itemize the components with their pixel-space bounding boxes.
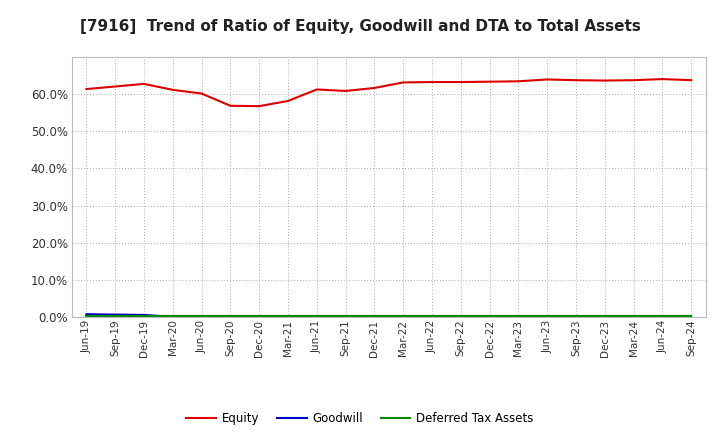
Goodwill xyxy=(140,312,148,318)
Equity xyxy=(82,86,91,92)
Deferred Tax Assets xyxy=(226,314,235,319)
Equity xyxy=(428,79,436,84)
Deferred Tax Assets xyxy=(399,314,408,319)
Equity xyxy=(485,79,494,84)
Deferred Tax Assets xyxy=(140,314,148,319)
Equity xyxy=(111,84,120,89)
Deferred Tax Assets xyxy=(572,314,580,319)
Goodwill xyxy=(456,314,465,319)
Line: Equity: Equity xyxy=(86,79,691,106)
Deferred Tax Assets xyxy=(255,314,264,319)
Goodwill xyxy=(341,314,350,319)
Equity xyxy=(456,79,465,84)
Goodwill xyxy=(255,314,264,319)
Goodwill xyxy=(82,312,91,317)
Deferred Tax Assets xyxy=(658,314,667,319)
Equity xyxy=(514,79,523,84)
Goodwill xyxy=(284,314,292,319)
Deferred Tax Assets xyxy=(600,314,609,319)
Equity xyxy=(399,80,408,85)
Deferred Tax Assets xyxy=(111,314,120,319)
Deferred Tax Assets xyxy=(514,314,523,319)
Goodwill xyxy=(197,314,206,319)
Deferred Tax Assets xyxy=(687,314,696,319)
Deferred Tax Assets xyxy=(197,314,206,319)
Deferred Tax Assets xyxy=(284,314,292,319)
Equity xyxy=(168,87,177,92)
Equity xyxy=(341,88,350,94)
Equity xyxy=(255,103,264,109)
Deferred Tax Assets xyxy=(629,314,638,319)
Equity xyxy=(284,98,292,103)
Goodwill xyxy=(543,314,552,319)
Equity xyxy=(140,81,148,87)
Equity xyxy=(572,77,580,83)
Deferred Tax Assets xyxy=(456,314,465,319)
Deferred Tax Assets xyxy=(543,314,552,319)
Deferred Tax Assets xyxy=(428,314,436,319)
Equity xyxy=(370,85,379,91)
Goodwill xyxy=(312,314,321,319)
Goodwill xyxy=(514,314,523,319)
Equity xyxy=(658,77,667,82)
Equity xyxy=(543,77,552,82)
Goodwill xyxy=(111,312,120,317)
Goodwill xyxy=(572,314,580,319)
Goodwill xyxy=(629,314,638,319)
Deferred Tax Assets xyxy=(82,314,91,319)
Text: [7916]  Trend of Ratio of Equity, Goodwill and DTA to Total Assets: [7916] Trend of Ratio of Equity, Goodwil… xyxy=(80,19,640,34)
Goodwill xyxy=(168,314,177,319)
Goodwill xyxy=(399,314,408,319)
Goodwill xyxy=(687,314,696,319)
Deferred Tax Assets xyxy=(370,314,379,319)
Equity xyxy=(226,103,235,108)
Goodwill xyxy=(428,314,436,319)
Goodwill xyxy=(226,314,235,319)
Legend: Equity, Goodwill, Deferred Tax Assets: Equity, Goodwill, Deferred Tax Assets xyxy=(181,407,539,430)
Deferred Tax Assets xyxy=(312,314,321,319)
Equity xyxy=(312,87,321,92)
Goodwill xyxy=(600,314,609,319)
Deferred Tax Assets xyxy=(341,314,350,319)
Deferred Tax Assets xyxy=(485,314,494,319)
Equity xyxy=(687,77,696,83)
Equity xyxy=(600,78,609,83)
Goodwill xyxy=(658,314,667,319)
Equity xyxy=(629,77,638,83)
Goodwill xyxy=(485,314,494,319)
Line: Goodwill: Goodwill xyxy=(86,314,691,317)
Goodwill xyxy=(370,314,379,319)
Deferred Tax Assets xyxy=(168,314,177,319)
Equity xyxy=(197,91,206,96)
